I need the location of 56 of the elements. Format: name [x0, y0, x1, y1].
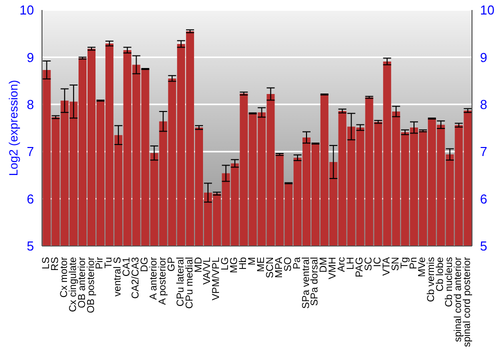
x-tick-label: Cb nucleus	[444, 257, 456, 308]
x-tick-label: Pa	[292, 256, 303, 270]
x-tick-label: SC	[363, 257, 374, 271]
y-tick-label: 7	[26, 144, 34, 160]
x-tick-label: PAG	[354, 256, 366, 278]
x-tick-label: CPu medial	[184, 257, 196, 309]
x-tick-label: Hb	[238, 256, 250, 270]
x-tick-label: Pir	[94, 256, 106, 270]
x-tick-label: SN	[390, 257, 402, 271]
x-tick-label: Pn	[408, 257, 420, 270]
x-tick-label: spinal cord anterior	[453, 256, 464, 342]
y2-tick-label: 9	[480, 50, 488, 65]
x-tick-label: GP	[166, 256, 178, 272]
x-tick-label: VPM/VPL	[211, 256, 222, 300]
x-tick-label: ventral S	[112, 256, 124, 296]
x-tick-label: VTA	[381, 256, 392, 276]
x-tick-label: CPu lateral	[175, 257, 186, 306]
x-tick-label: Tg	[399, 257, 410, 269]
x-tick-label: CA2/CA3	[130, 256, 142, 299]
x-tick-label: OB anterior	[76, 256, 88, 308]
y-tick-label: 10	[20, 2, 34, 18]
x-tick-label: MPA	[274, 256, 285, 278]
x-tick-label: LS	[40, 256, 52, 270]
y-tick-label: 9	[26, 50, 34, 65]
y2-tick-label: 10	[480, 2, 494, 18]
y-tick-label: 5	[26, 238, 34, 254]
x-tick-label: CA1	[122, 256, 133, 276]
x-tick-label: DM	[318, 257, 330, 273]
x-tick-label: M	[247, 257, 258, 266]
x-tick-label: SO	[282, 256, 294, 272]
x-tick-label: SCN	[264, 257, 276, 278]
y-axis-title: Log2 (expression)	[6, 80, 20, 176]
x-tick-label: SPa dorsal	[310, 257, 321, 306]
y2-tick-label: 6	[480, 191, 488, 206]
x-tick-label: LG	[220, 256, 232, 270]
x-tick-label: LH	[346, 257, 357, 270]
x-tick-label: MVe	[417, 256, 428, 278]
x-tick-label: Tu	[104, 257, 115, 268]
y-tick-label: 6	[26, 191, 34, 206]
x-tick-label: OB posterior	[86, 256, 97, 314]
y2-tick-label: 5	[480, 238, 488, 254]
x-tick-label: Cx cingulate	[68, 256, 79, 312]
x-tick-label: DG	[140, 256, 151, 272]
x-tick-label: A posterior	[157, 256, 168, 305]
x-tick-label: ME	[256, 256, 267, 272]
x-tick-label: VMH	[328, 257, 339, 280]
x-tick-label: RS	[50, 256, 61, 271]
x-tick-label: Cb lobe	[435, 256, 446, 292]
x-tick-label: spinal cord posterior	[462, 256, 474, 348]
y-tick-label: 8	[26, 97, 34, 112]
x-tick-label: Cx motor	[58, 256, 70, 298]
x-tick-label: IC	[372, 257, 384, 267]
y2-tick-label: 7	[480, 144, 488, 160]
x-tick-label: Arc	[336, 257, 348, 272]
y2-tick-label: 8	[480, 97, 488, 112]
x-tick-label: A anterior	[148, 256, 160, 300]
